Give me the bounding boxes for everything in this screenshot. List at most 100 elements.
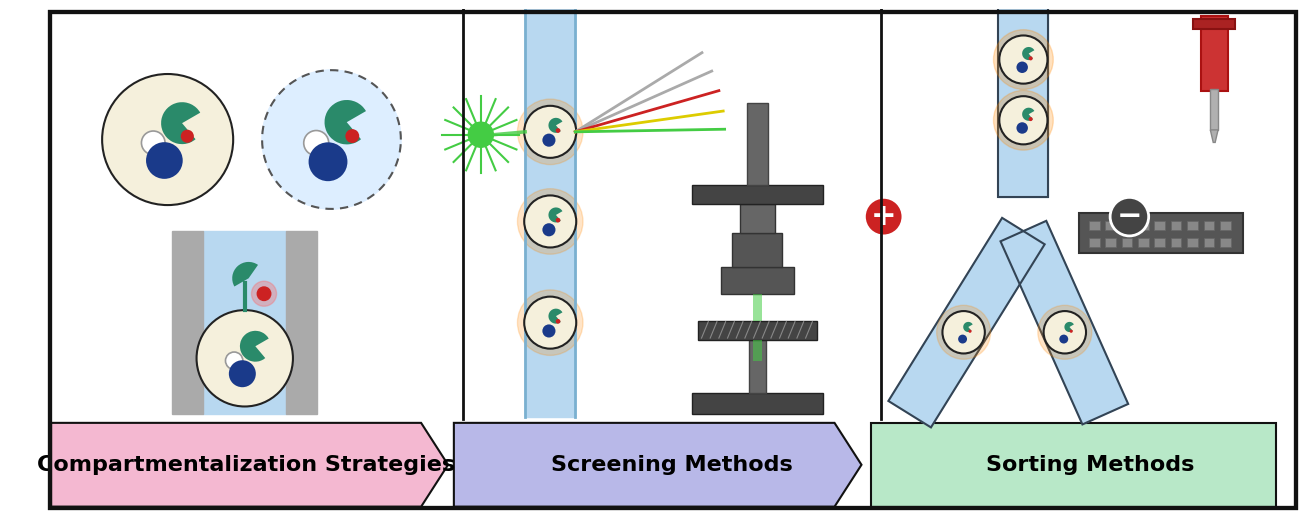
Circle shape — [525, 106, 577, 158]
Circle shape — [346, 129, 360, 143]
Bar — [525, 9, 575, 417]
Polygon shape — [1211, 130, 1218, 142]
Circle shape — [999, 35, 1047, 84]
Polygon shape — [889, 218, 1044, 427]
Circle shape — [864, 198, 903, 236]
Circle shape — [994, 30, 1053, 89]
Circle shape — [517, 189, 583, 254]
Bar — [698, 321, 817, 340]
Circle shape — [517, 99, 583, 165]
Bar — [1138, 238, 1148, 246]
Bar — [1187, 222, 1198, 230]
Wedge shape — [548, 309, 562, 323]
Circle shape — [103, 74, 234, 205]
Bar — [748, 340, 766, 393]
Circle shape — [262, 70, 401, 209]
Circle shape — [543, 134, 556, 147]
Bar — [1089, 222, 1099, 230]
Bar — [204, 231, 286, 414]
Circle shape — [181, 129, 194, 143]
Circle shape — [543, 223, 556, 236]
Bar — [286, 231, 317, 414]
Bar — [1121, 222, 1133, 230]
Bar — [1155, 238, 1165, 246]
Circle shape — [517, 290, 583, 355]
Circle shape — [959, 334, 966, 344]
Bar — [733, 233, 782, 267]
Bar — [1220, 238, 1230, 246]
Circle shape — [969, 330, 972, 333]
Bar — [1089, 238, 1099, 246]
Bar — [1204, 238, 1215, 246]
Circle shape — [1043, 311, 1086, 354]
Circle shape — [229, 360, 256, 387]
Circle shape — [145, 142, 183, 179]
Circle shape — [257, 287, 270, 301]
Bar — [692, 185, 824, 204]
Wedge shape — [964, 322, 973, 332]
Circle shape — [469, 122, 494, 147]
Wedge shape — [161, 102, 200, 144]
Circle shape — [556, 319, 560, 323]
Bar — [752, 294, 763, 321]
Bar — [1079, 213, 1243, 253]
Circle shape — [304, 131, 329, 155]
Circle shape — [142, 131, 165, 154]
Bar — [1192, 19, 1235, 29]
Wedge shape — [233, 262, 259, 287]
Circle shape — [252, 281, 277, 306]
Circle shape — [1029, 56, 1033, 60]
Circle shape — [1069, 330, 1073, 333]
Circle shape — [309, 142, 347, 181]
FancyArrow shape — [453, 423, 861, 506]
Bar — [1170, 222, 1181, 230]
FancyArrow shape — [872, 423, 1276, 506]
Bar — [1170, 238, 1181, 246]
Bar — [692, 393, 824, 414]
Circle shape — [1059, 334, 1068, 344]
Circle shape — [994, 90, 1053, 150]
Circle shape — [543, 324, 556, 337]
Bar — [1220, 222, 1230, 230]
Circle shape — [937, 305, 991, 359]
Circle shape — [525, 296, 577, 348]
Circle shape — [556, 128, 560, 133]
Circle shape — [999, 96, 1047, 145]
Bar — [721, 267, 794, 294]
Text: +: + — [870, 202, 896, 231]
Bar — [1204, 222, 1215, 230]
Circle shape — [1029, 117, 1033, 121]
Circle shape — [262, 70, 401, 209]
Circle shape — [556, 218, 560, 223]
Bar — [747, 103, 768, 185]
FancyArrow shape — [51, 423, 448, 506]
Circle shape — [525, 196, 577, 248]
Text: Compartmentalization Strategies: Compartmentalization Strategies — [36, 455, 455, 475]
Bar — [1200, 16, 1228, 92]
Bar — [1138, 222, 1148, 230]
Bar — [1121, 238, 1133, 246]
Bar — [1105, 222, 1116, 230]
Circle shape — [1038, 305, 1092, 359]
Circle shape — [943, 311, 985, 354]
Bar — [752, 340, 763, 361]
Bar — [1211, 89, 1218, 130]
Circle shape — [226, 352, 243, 369]
Wedge shape — [240, 331, 269, 362]
Bar — [740, 204, 774, 233]
Polygon shape — [1000, 221, 1128, 424]
Bar — [1105, 238, 1116, 246]
Circle shape — [1016, 122, 1028, 134]
Wedge shape — [1022, 47, 1034, 60]
Circle shape — [196, 310, 294, 407]
Text: Screening Methods: Screening Methods — [551, 455, 792, 475]
Wedge shape — [548, 207, 562, 223]
Polygon shape — [999, 5, 1048, 198]
Bar — [1187, 238, 1198, 246]
Wedge shape — [325, 100, 366, 145]
Wedge shape — [1022, 108, 1034, 121]
Bar — [1155, 222, 1165, 230]
Text: Sorting Methods: Sorting Methods — [986, 455, 1194, 475]
Wedge shape — [1064, 322, 1074, 332]
Circle shape — [1111, 198, 1148, 236]
